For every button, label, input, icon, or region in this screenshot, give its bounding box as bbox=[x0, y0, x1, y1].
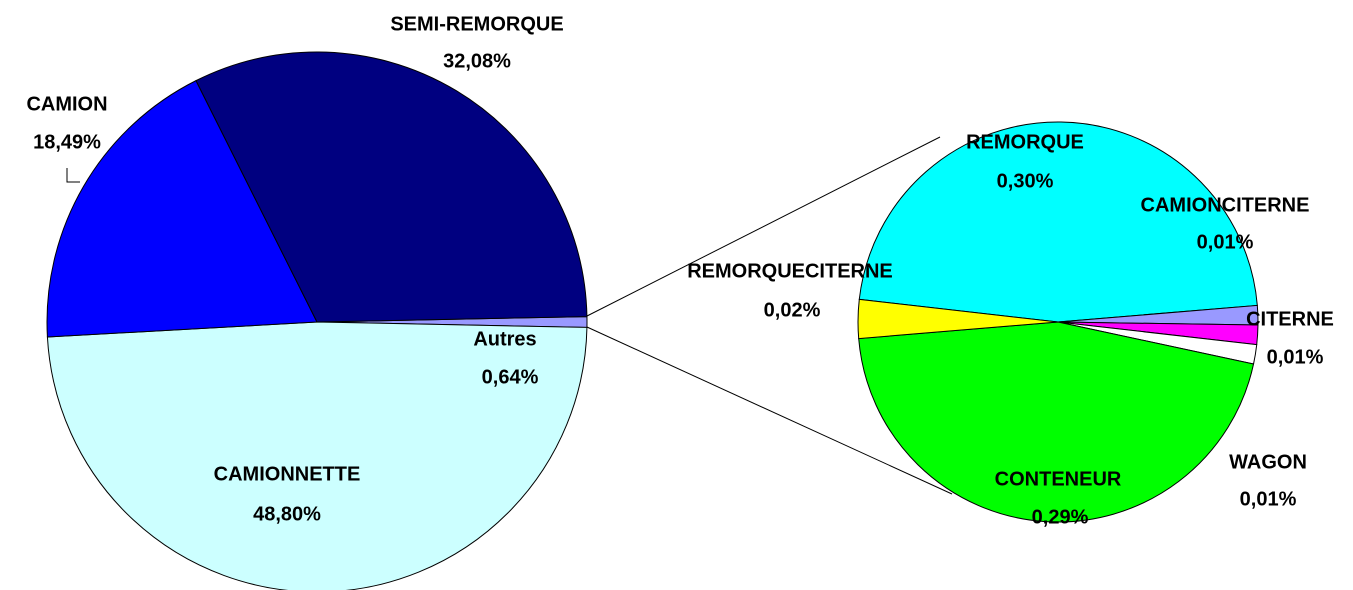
slice-value-label: 0,02% bbox=[764, 299, 821, 321]
slice-label: REMORQUECITERNE bbox=[687, 260, 893, 282]
leader-line bbox=[66, 168, 80, 183]
slice-label: WAGON bbox=[1229, 451, 1307, 473]
pie-slice bbox=[858, 121, 1258, 323]
connector-line bbox=[586, 136, 941, 317]
slice-label: CAMIONCITERNE bbox=[1141, 194, 1310, 216]
pie-slice bbox=[195, 51, 588, 323]
pie-slice bbox=[46, 321, 588, 590]
slice-value-label: 0,29% bbox=[1032, 506, 1089, 528]
slice-value-label: 0,01% bbox=[1240, 488, 1297, 510]
pie-slice bbox=[858, 321, 1255, 523]
slice-label: CONTENEUR bbox=[995, 468, 1122, 490]
pie-slice bbox=[857, 298, 1059, 340]
slice-value-label: 18,49% bbox=[33, 131, 101, 153]
slice-label: CAMION bbox=[26, 93, 107, 115]
slice-label: REMORQUE bbox=[966, 131, 1084, 153]
slice-value-label: 0,01% bbox=[1267, 346, 1324, 368]
pie-slice bbox=[46, 79, 318, 338]
slice-value-label: 32,08% bbox=[443, 50, 511, 72]
connector-line bbox=[586, 326, 953, 495]
slice-value-label: 0,64% bbox=[482, 366, 539, 388]
slice-value-label: 0,30% bbox=[997, 170, 1054, 192]
slice-label: CITERNE bbox=[1246, 308, 1334, 330]
slice-label: CAMIONNETTE bbox=[214, 463, 361, 485]
slice-value-label: 0,01% bbox=[1197, 231, 1254, 253]
slice-value-label: 48,80% bbox=[253, 503, 321, 525]
slice-label: Autres bbox=[473, 328, 536, 350]
slice-label: SEMI-REMORQUE bbox=[390, 13, 563, 35]
